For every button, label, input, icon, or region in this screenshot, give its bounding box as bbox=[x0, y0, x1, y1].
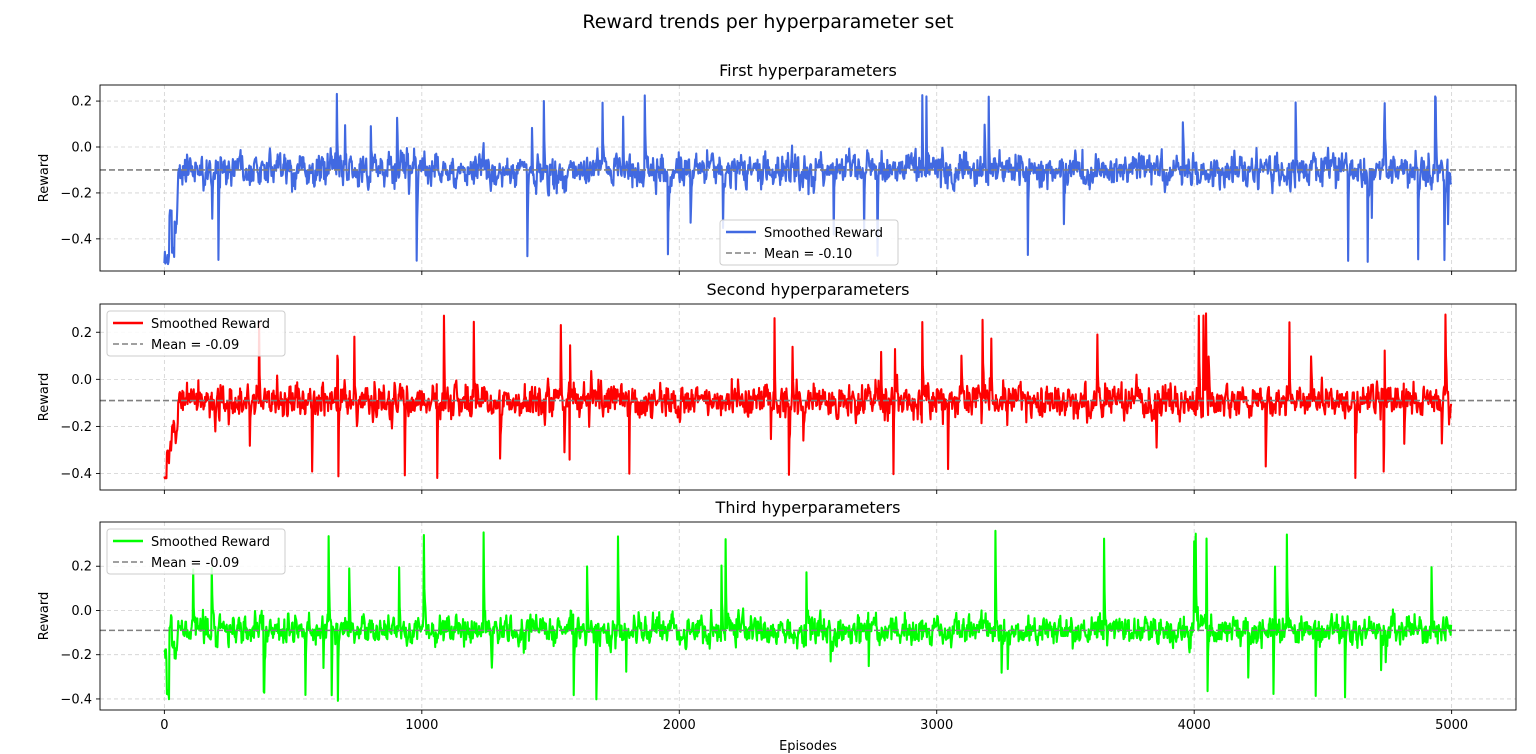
subplot-title: First hyperparameters bbox=[719, 61, 897, 80]
y-tick-label: −0.2 bbox=[60, 420, 92, 435]
subplot-2: −0.4 −0.2 0.0 0.2 Second hyperparameters Rewa… bbox=[37, 280, 1517, 494]
y-tick-label: −0.4 bbox=[60, 692, 92, 707]
x-tick-label: 4000 bbox=[1178, 718, 1211, 733]
y-tick-label: 0.2 bbox=[71, 560, 92, 575]
subplot-title: Third hyperparameters bbox=[715, 498, 901, 517]
y-tick-label: −0.2 bbox=[60, 186, 92, 201]
legend-label-mean: Mean = -0.10 bbox=[764, 247, 852, 262]
y-tick-label: 0.0 bbox=[71, 141, 92, 156]
x-axis-label: Episodes bbox=[779, 739, 837, 754]
legend-box bbox=[106, 528, 286, 575]
axes-frame bbox=[99, 84, 1517, 272]
legend-box bbox=[719, 219, 899, 266]
legend-label-mean: Mean = -0.09 bbox=[151, 556, 239, 571]
subplot-1: −0.4 −0.2 0.0 0.2 First hyperparameters Rewar… bbox=[37, 61, 1517, 275]
y-tick-label: −0.2 bbox=[60, 648, 92, 663]
y-tick-label: 0.2 bbox=[71, 326, 92, 341]
legend-label-smoothed-reward: Smoothed Reward bbox=[151, 317, 270, 332]
x-tick-label: 0 bbox=[160, 718, 168, 733]
y-axis-label: Reward bbox=[37, 373, 52, 421]
subplot-3: −0.4 −0.2 0.0 0.2 0 1000 2000 3000 4000 5000 Third… bbox=[37, 498, 1517, 754]
legend-label-smoothed-reward: Smoothed Reward bbox=[151, 535, 270, 550]
x-tick-label: 2000 bbox=[663, 718, 696, 733]
figure-title: Reward trends per hyperparameter set bbox=[582, 11, 954, 33]
y-tick-label: −0.4 bbox=[60, 232, 92, 247]
y-tick-label: 0.2 bbox=[71, 95, 92, 110]
x-tick-label: 1000 bbox=[405, 718, 438, 733]
legend-box bbox=[106, 310, 286, 357]
y-tick-label: 0.0 bbox=[71, 604, 92, 619]
legend: Smoothed Reward Mean = -0.10 bbox=[719, 219, 899, 266]
series-line-smoothed-reward bbox=[163, 529, 1453, 702]
legend-label-smoothed-reward: Smoothed Reward bbox=[764, 226, 883, 241]
axes-frame bbox=[99, 521, 1517, 711]
x-tick-label: 3000 bbox=[920, 718, 953, 733]
legend: Smoothed Reward Mean = -0.09 bbox=[106, 528, 286, 575]
axes-frame bbox=[99, 303, 1517, 491]
legend: Smoothed Reward Mean = -0.09 bbox=[106, 310, 286, 357]
y-tick-label: −0.4 bbox=[60, 467, 92, 482]
y-axis-label: Reward bbox=[37, 592, 52, 640]
y-axis-label: Reward bbox=[37, 154, 52, 202]
series-line-smoothed-reward bbox=[163, 312, 1453, 480]
y-tick-label: 0.0 bbox=[71, 373, 92, 388]
legend-label-mean: Mean = -0.09 bbox=[151, 338, 239, 353]
x-tick-label: 5000 bbox=[1435, 718, 1468, 733]
subplot-title: Second hyperparameters bbox=[707, 280, 910, 299]
